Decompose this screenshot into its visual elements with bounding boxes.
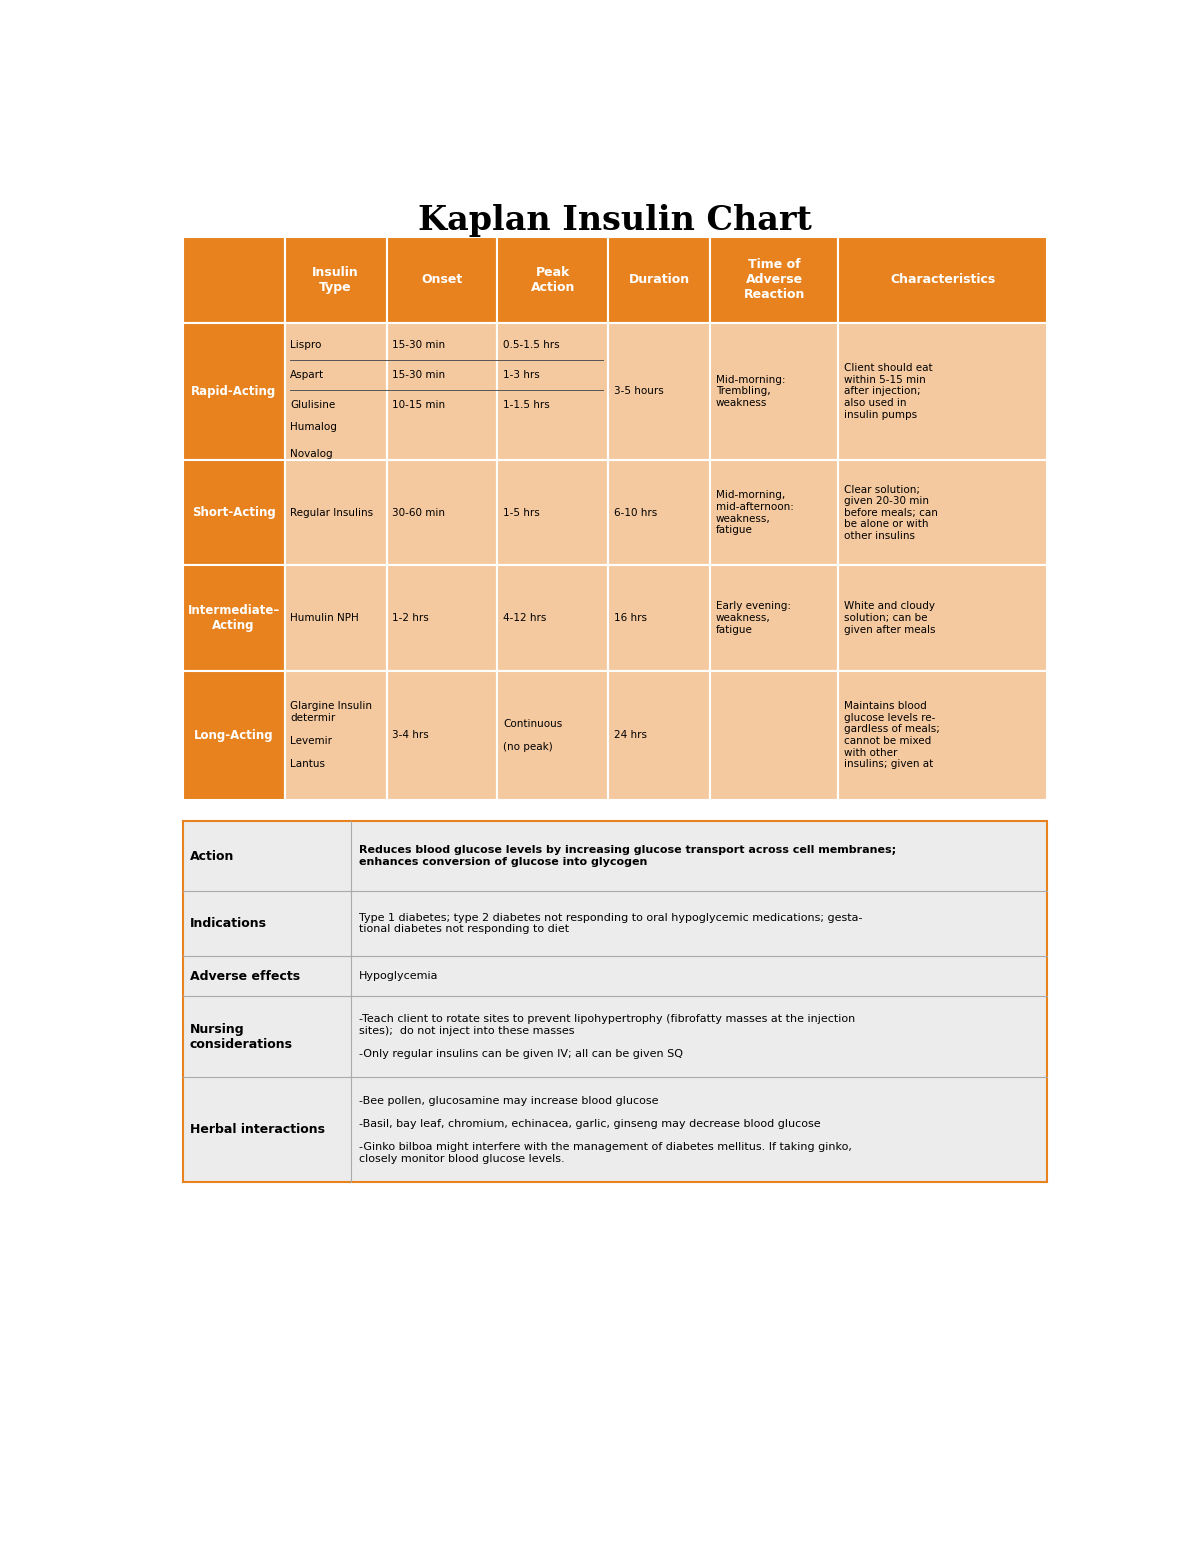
Text: 15-30 min: 15-30 min [392, 370, 445, 380]
Bar [838, 236, 1048, 323]
Bar [838, 565, 1048, 671]
Text: Kaplan Insulin Chart: Kaplan Insulin Chart [418, 205, 812, 238]
Text: White and cloudy
solution; can be
given after meals: White and cloudy solution; can be given … [844, 601, 935, 635]
Bar [497, 323, 608, 460]
Text: Characteristics: Characteristics [890, 273, 996, 286]
Bar [838, 671, 1048, 800]
Text: 1-3 hrs: 1-3 hrs [503, 370, 540, 380]
Bar [182, 323, 284, 460]
Text: Client should eat
within 5-15 min
after injection;
also used in
insulin pumps: Client should eat within 5-15 min after … [844, 363, 932, 419]
Text: 4-12 hrs: 4-12 hrs [503, 613, 546, 623]
Text: Rapid-Acting: Rapid-Acting [191, 385, 276, 398]
Text: 1-1.5 hrs: 1-1.5 hrs [503, 401, 550, 410]
Text: Insulin
Type: Insulin Type [312, 266, 359, 294]
Text: 1-2 hrs: 1-2 hrs [392, 613, 428, 623]
Bar [182, 565, 284, 671]
Text: -Teach client to rotate sites to prevent lipohypertrophy (fibrofatty masses at t: -Teach client to rotate sites to prevent… [359, 1014, 854, 1059]
Text: Glulisine: Glulisine [290, 401, 336, 410]
Text: 10-15 min: 10-15 min [392, 401, 445, 410]
Text: Peak
Action: Peak Action [530, 266, 575, 294]
Text: Intermediate–
Acting: Intermediate– Acting [187, 604, 280, 632]
Bar [497, 460, 608, 565]
Text: Short-Acting: Short-Acting [192, 506, 276, 519]
Text: 16 hrs: 16 hrs [613, 613, 647, 623]
Bar [608, 236, 710, 323]
Text: 3-4 hrs: 3-4 hrs [392, 730, 428, 741]
Bar [386, 236, 497, 323]
Text: Reduces blood glucose levels by increasing glucose transport across cell membran: Reduces blood glucose levels by increasi… [359, 845, 895, 867]
Text: Regular Insulins: Regular Insulins [290, 508, 373, 517]
Bar [608, 323, 710, 460]
Text: 0.5-1.5 hrs: 0.5-1.5 hrs [503, 340, 559, 349]
Text: Clear solution;
given 20-30 min
before meals; can
be alone or with
other insulin: Clear solution; given 20-30 min before m… [844, 485, 937, 540]
Text: 15-30 min: 15-30 min [392, 340, 445, 349]
Text: Type 1 diabetes; type 2 diabetes not responding to oral hypoglycemic medications: Type 1 diabetes; type 2 diabetes not res… [359, 913, 862, 935]
Bar [838, 323, 1048, 460]
Text: Mid-morning,
mid-afternoon:
weakness,
fatigue: Mid-morning, mid-afternoon: weakness, fa… [715, 491, 793, 536]
Text: Humalog: Humalog [290, 422, 337, 432]
Text: Aspart: Aspart [290, 370, 324, 380]
Bar [608, 671, 710, 800]
Text: -Bee pollen, glucosamine may increase blood glucose

-Basil, bay leaf, chromium,: -Bee pollen, glucosamine may increase bl… [359, 1096, 852, 1163]
Text: 1-5 hrs: 1-5 hrs [503, 508, 540, 517]
Text: Mid-morning:
Trembling,
weakness: Mid-morning: Trembling, weakness [715, 374, 785, 408]
Text: Early evening:
weakness,
fatigue: Early evening: weakness, fatigue [715, 601, 791, 635]
Bar [608, 460, 710, 565]
Text: Adverse effects: Adverse effects [190, 969, 300, 983]
Bar [182, 671, 284, 800]
Bar [284, 323, 386, 460]
Text: Hypoglycemia: Hypoglycemia [359, 971, 438, 981]
Text: 24 hrs: 24 hrs [613, 730, 647, 741]
Bar [386, 323, 497, 460]
Bar [710, 460, 838, 565]
Bar [710, 565, 838, 671]
Bar [182, 822, 1048, 1182]
Text: Lispro: Lispro [290, 340, 322, 349]
Text: Humulin NPH: Humulin NPH [290, 613, 359, 623]
Text: 3-5 hours: 3-5 hours [613, 387, 664, 396]
Text: Time of
Adverse
Reaction: Time of Adverse Reaction [744, 258, 805, 301]
Bar [284, 460, 386, 565]
Bar [284, 671, 386, 800]
Text: Nursing
considerations: Nursing considerations [190, 1022, 293, 1050]
Text: 30-60 min: 30-60 min [392, 508, 445, 517]
Text: Action: Action [190, 849, 234, 862]
Text: Glargine Insulin
determir

Levemir

Lantus: Glargine Insulin determir Levemir Lantus [290, 702, 372, 769]
Text: Novalog: Novalog [290, 449, 332, 458]
Text: Continuous

(no peak): Continuous (no peak) [503, 719, 563, 752]
Text: Duration: Duration [629, 273, 690, 286]
Bar [182, 460, 284, 565]
Text: Indications: Indications [190, 918, 266, 930]
Bar [182, 236, 284, 323]
Bar [284, 236, 386, 323]
Bar [710, 671, 838, 800]
Bar [838, 460, 1048, 565]
Text: Onset: Onset [421, 273, 463, 286]
Bar [710, 236, 838, 323]
Bar [386, 565, 497, 671]
Bar [497, 236, 608, 323]
Bar [386, 460, 497, 565]
Bar [497, 671, 608, 800]
Text: 6-10 hrs: 6-10 hrs [613, 508, 656, 517]
Text: Maintains blood
glucose levels re-
gardless of meals;
cannot be mixed
with other: Maintains blood glucose levels re- gardl… [844, 702, 940, 769]
Bar [608, 565, 710, 671]
Bar [710, 323, 838, 460]
Bar [386, 671, 497, 800]
Text: Long-Acting: Long-Acting [193, 728, 274, 742]
Text: Herbal interactions: Herbal interactions [190, 1123, 325, 1137]
Bar [497, 565, 608, 671]
Bar [284, 565, 386, 671]
